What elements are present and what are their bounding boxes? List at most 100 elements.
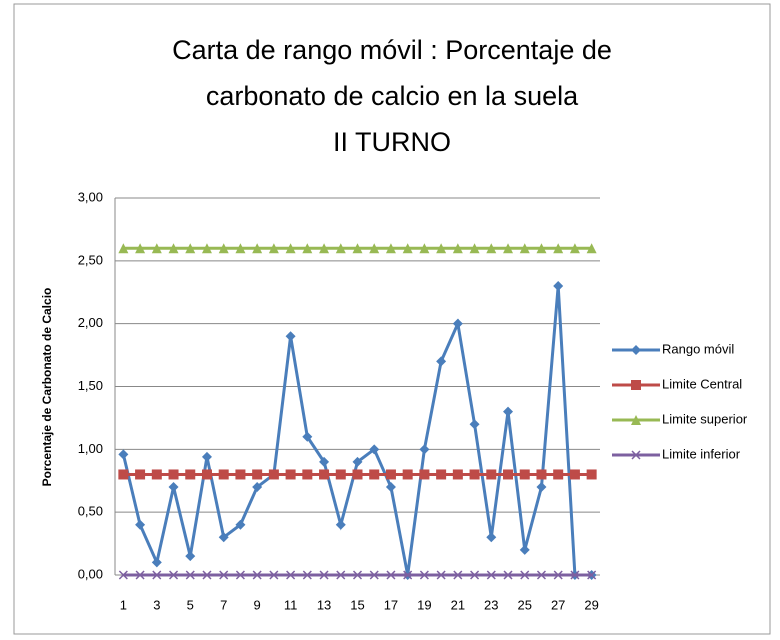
marker xyxy=(419,570,429,580)
marker xyxy=(369,243,380,254)
marker xyxy=(201,469,212,480)
marker xyxy=(536,570,546,580)
marker xyxy=(218,532,229,543)
y-tick-label: 1,00 xyxy=(78,441,103,456)
marker xyxy=(469,243,480,254)
marker xyxy=(419,444,430,455)
marker xyxy=(352,243,363,254)
marker xyxy=(151,557,162,568)
marker xyxy=(302,469,313,480)
marker xyxy=(185,570,195,580)
marker xyxy=(235,519,246,530)
marker xyxy=(118,469,129,480)
marker xyxy=(352,570,363,580)
chart-title: Carta de rango móvil : Porcentaje de xyxy=(172,35,612,65)
marker xyxy=(285,243,296,254)
marker xyxy=(519,469,530,480)
marker xyxy=(553,280,564,291)
marker xyxy=(386,570,396,580)
x-tick-label: 19 xyxy=(417,597,431,612)
y-tick-label: 2,00 xyxy=(78,315,103,330)
marker xyxy=(218,243,229,254)
x-tick-label: 27 xyxy=(551,597,565,612)
marker xyxy=(168,482,179,493)
marker xyxy=(452,318,463,329)
marker xyxy=(503,469,514,480)
marker xyxy=(403,570,413,580)
marker xyxy=(519,544,530,555)
x-tick-label: 17 xyxy=(384,597,398,612)
x-tick-label: 15 xyxy=(350,597,364,612)
marker xyxy=(385,243,396,254)
marker xyxy=(536,482,547,493)
x-tick-label: 1 xyxy=(120,597,127,612)
marker xyxy=(369,469,380,480)
y-tick-label: 0,00 xyxy=(78,566,103,581)
marker xyxy=(503,406,514,417)
legend-label: Rango móvil xyxy=(662,341,734,356)
marker xyxy=(553,570,563,580)
marker xyxy=(586,469,597,480)
marker xyxy=(185,469,196,480)
y-tick-label: 1,50 xyxy=(78,378,103,393)
legend-marker xyxy=(631,415,641,425)
y-tick-label: 2,50 xyxy=(78,252,103,267)
marker xyxy=(469,469,480,480)
marker xyxy=(135,570,145,580)
marker xyxy=(286,570,296,580)
marker xyxy=(219,570,229,580)
marker xyxy=(369,570,379,580)
legend-marker xyxy=(631,345,641,355)
marker xyxy=(569,469,580,480)
x-tick-label: 23 xyxy=(484,597,498,612)
marker xyxy=(436,469,447,480)
marker xyxy=(402,469,413,480)
marker xyxy=(319,456,330,467)
chart-title: II TURNO xyxy=(333,127,451,157)
marker xyxy=(385,469,396,480)
marker xyxy=(453,570,463,580)
marker xyxy=(336,570,346,580)
marker xyxy=(520,570,530,580)
marker xyxy=(201,243,212,254)
marker xyxy=(503,570,513,580)
x-tick-label: 9 xyxy=(254,597,261,612)
marker xyxy=(469,419,480,430)
marker xyxy=(419,243,430,254)
marker xyxy=(118,449,129,460)
y-tick-label: 0,50 xyxy=(78,504,103,519)
marker xyxy=(452,243,463,254)
marker xyxy=(302,570,312,580)
marker xyxy=(402,243,413,254)
marker xyxy=(285,469,296,480)
marker xyxy=(486,243,497,254)
marker xyxy=(319,243,330,254)
x-tick-label: 25 xyxy=(518,597,532,612)
marker xyxy=(319,570,329,580)
x-tick-label: 29 xyxy=(584,597,598,612)
marker xyxy=(151,469,162,480)
marker xyxy=(452,469,463,480)
marker xyxy=(553,469,564,480)
y-tick-label: 3,00 xyxy=(78,189,103,204)
marker xyxy=(118,570,128,580)
chart-title: carbonato de calcio en la suela xyxy=(206,81,579,111)
marker xyxy=(352,456,363,467)
marker xyxy=(470,570,480,580)
marker xyxy=(252,469,263,480)
marker xyxy=(135,469,146,480)
legend-marker xyxy=(631,450,641,460)
marker xyxy=(135,519,146,530)
marker xyxy=(519,243,530,254)
marker xyxy=(185,243,196,254)
marker xyxy=(185,551,196,562)
marker xyxy=(335,519,346,530)
marker xyxy=(570,570,580,580)
marker xyxy=(152,570,162,580)
marker xyxy=(335,243,346,254)
marker xyxy=(168,243,179,254)
x-tick-label: 13 xyxy=(317,597,331,612)
marker xyxy=(419,469,430,480)
marker xyxy=(553,243,564,254)
